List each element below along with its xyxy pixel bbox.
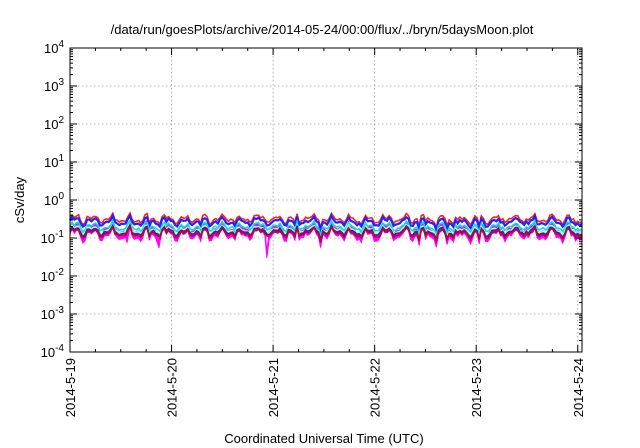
y-tick-label: 103 (44, 77, 64, 94)
series-layer (69, 211, 583, 258)
series-line (69, 224, 583, 244)
y-tick-label: 101 (44, 153, 64, 170)
y-tick-label: 10-3 (41, 305, 65, 322)
x-tick-label: 2014-5-20 (165, 358, 180, 417)
series-line (69, 212, 583, 234)
y-tick-label: 102 (44, 115, 64, 132)
y-tick-label: 100 (44, 191, 64, 208)
x-tick-label: 2014-5-19 (63, 358, 78, 417)
grid (69, 47, 582, 353)
y-tick-label: 104 (44, 39, 64, 56)
ticks: 10-4 10-3 10-2 10-1 100 101 102 103 104 2014-5-19… (41, 39, 586, 417)
x-tick-label: 2014-5-21 (266, 358, 281, 417)
series-line (69, 218, 583, 239)
y-tick-label: 10-1 (41, 229, 65, 246)
series-line (69, 222, 583, 243)
chart-title: /data/run/goesPlots/archive/2014-05-24/0… (111, 22, 534, 37)
x-tick-label: 2014-5-22 (368, 358, 383, 417)
x-axis-label: Coordinated Universal Time (UTC) (224, 431, 423, 446)
x-tick-label: 2014-5-24 (571, 358, 586, 417)
y-tick-label: 10-2 (41, 267, 65, 284)
y-axis-label: cSv/day (12, 176, 27, 223)
y-tick-label: 10-4 (41, 343, 65, 360)
series-line (69, 211, 583, 231)
x-tick-label: 2014-5-23 (469, 358, 484, 417)
